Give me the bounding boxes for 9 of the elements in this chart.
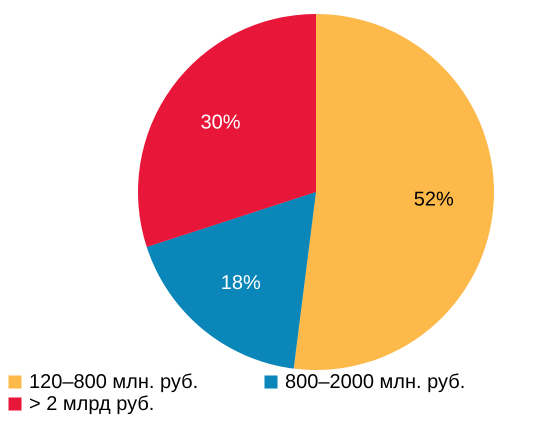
data-label: 30% bbox=[200, 112, 241, 134]
pie-slice bbox=[146, 192, 316, 369]
legend-label: 800–2000 млн. руб. bbox=[285, 371, 466, 393]
data-label: 18% bbox=[220, 272, 262, 294]
data-label: 52% bbox=[414, 188, 454, 210]
pie-slice bbox=[138, 14, 316, 248]
legend-label: > 2 млрд руб. bbox=[29, 393, 154, 415]
pie-slice bbox=[294, 14, 494, 370]
legend-label: 120–800 млн. руб. bbox=[29, 371, 198, 393]
